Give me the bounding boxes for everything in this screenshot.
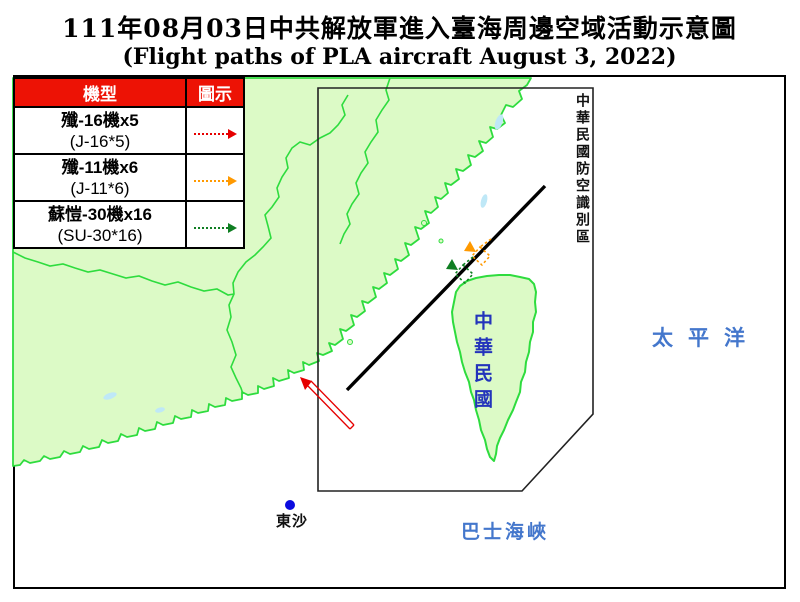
river-estuary: [494, 114, 504, 130]
legend-su30-name-zh: 蘇愷-30機x16: [48, 204, 152, 224]
legend-header-aircraft-type: 機型: [13, 77, 187, 108]
adiz-boundary: [317, 87, 594, 492]
median-line: [345, 184, 547, 392]
legend-j11-name-zh: 殲-11機x6: [61, 157, 139, 177]
legend-row-j16: 殲-16機x5 (J-16*5): [13, 106, 245, 155]
j11-arrowhead: [464, 241, 476, 252]
dongsha-label: 東沙: [276, 512, 309, 530]
province-border-guangdong-fujian: [226, 94, 349, 395]
bashi-channel-label: 巴士海峽: [461, 521, 550, 543]
pacific-ocean-label: 太平洋: [652, 325, 760, 350]
red-dotted-arrow-icon: [193, 128, 237, 139]
legend-j16-label: 殲-16機x5 (J-16*5): [13, 106, 187, 155]
coastal-islet: [438, 238, 444, 244]
orange-dotted-arrow-icon: [193, 175, 237, 186]
legend-j16-name-zh: 殲-16機x5: [61, 110, 139, 130]
legend-row-j11: 殲-11機x6 (J-11*6): [13, 153, 245, 202]
j11-flight-path: [470, 238, 492, 267]
legend-header-row: 機型 圖示: [13, 77, 245, 108]
page-title-zh: 111年08月03日中共解放軍進入臺海周邊空域活動示意圖: [62, 14, 737, 43]
j16-arrowhead: [300, 377, 312, 390]
dongsha-dot: [285, 500, 295, 510]
legend-j11-name-en: (J-11*6): [70, 178, 130, 198]
legend-j16-name-en: (J-16*5): [69, 131, 131, 151]
taiwan-label: 中華民國: [471, 311, 493, 415]
title-box: 111年08月03日中共解放軍進入臺海周邊空域活動示意圖 (Flight pat…: [13, 8, 786, 77]
coastal-inlet: [155, 407, 165, 413]
river-estuary: [480, 194, 488, 208]
legend-table: 機型 圖示 殲-16機x5 (J-16*5) 殲-11機x6 (J-11*6): [13, 77, 245, 249]
province-border-zhejiang-fujian: [339, 77, 391, 245]
coastal-islet: [347, 339, 353, 345]
su30-arrowhead: [446, 259, 458, 270]
su30-flight-path: [453, 256, 475, 285]
legend-su30-label: 蘇愷-30機x16 (SU-30*16): [13, 200, 187, 249]
page-title-en: (Flight paths of PLA aircraft August 3, …: [122, 44, 677, 70]
green-dotted-arrow-icon: [193, 222, 237, 233]
adiz-label: 中華民國防空識別區: [574, 93, 590, 246]
legend-header-symbol: 圖示: [185, 77, 245, 108]
legend-su30-name-en: (SU-30*16): [57, 225, 143, 245]
coastal-islet: [421, 220, 427, 226]
province-border-west: [12, 251, 235, 296]
legend-row-su30: 蘇愷-30機x16 (SU-30*16): [13, 200, 245, 249]
legend-j11-label: 殲-11機x6 (J-11*6): [13, 153, 187, 202]
j16-flight-path: [306, 380, 355, 430]
pearl-river-inlet: [103, 392, 117, 400]
taiwan-island: [451, 274, 537, 462]
